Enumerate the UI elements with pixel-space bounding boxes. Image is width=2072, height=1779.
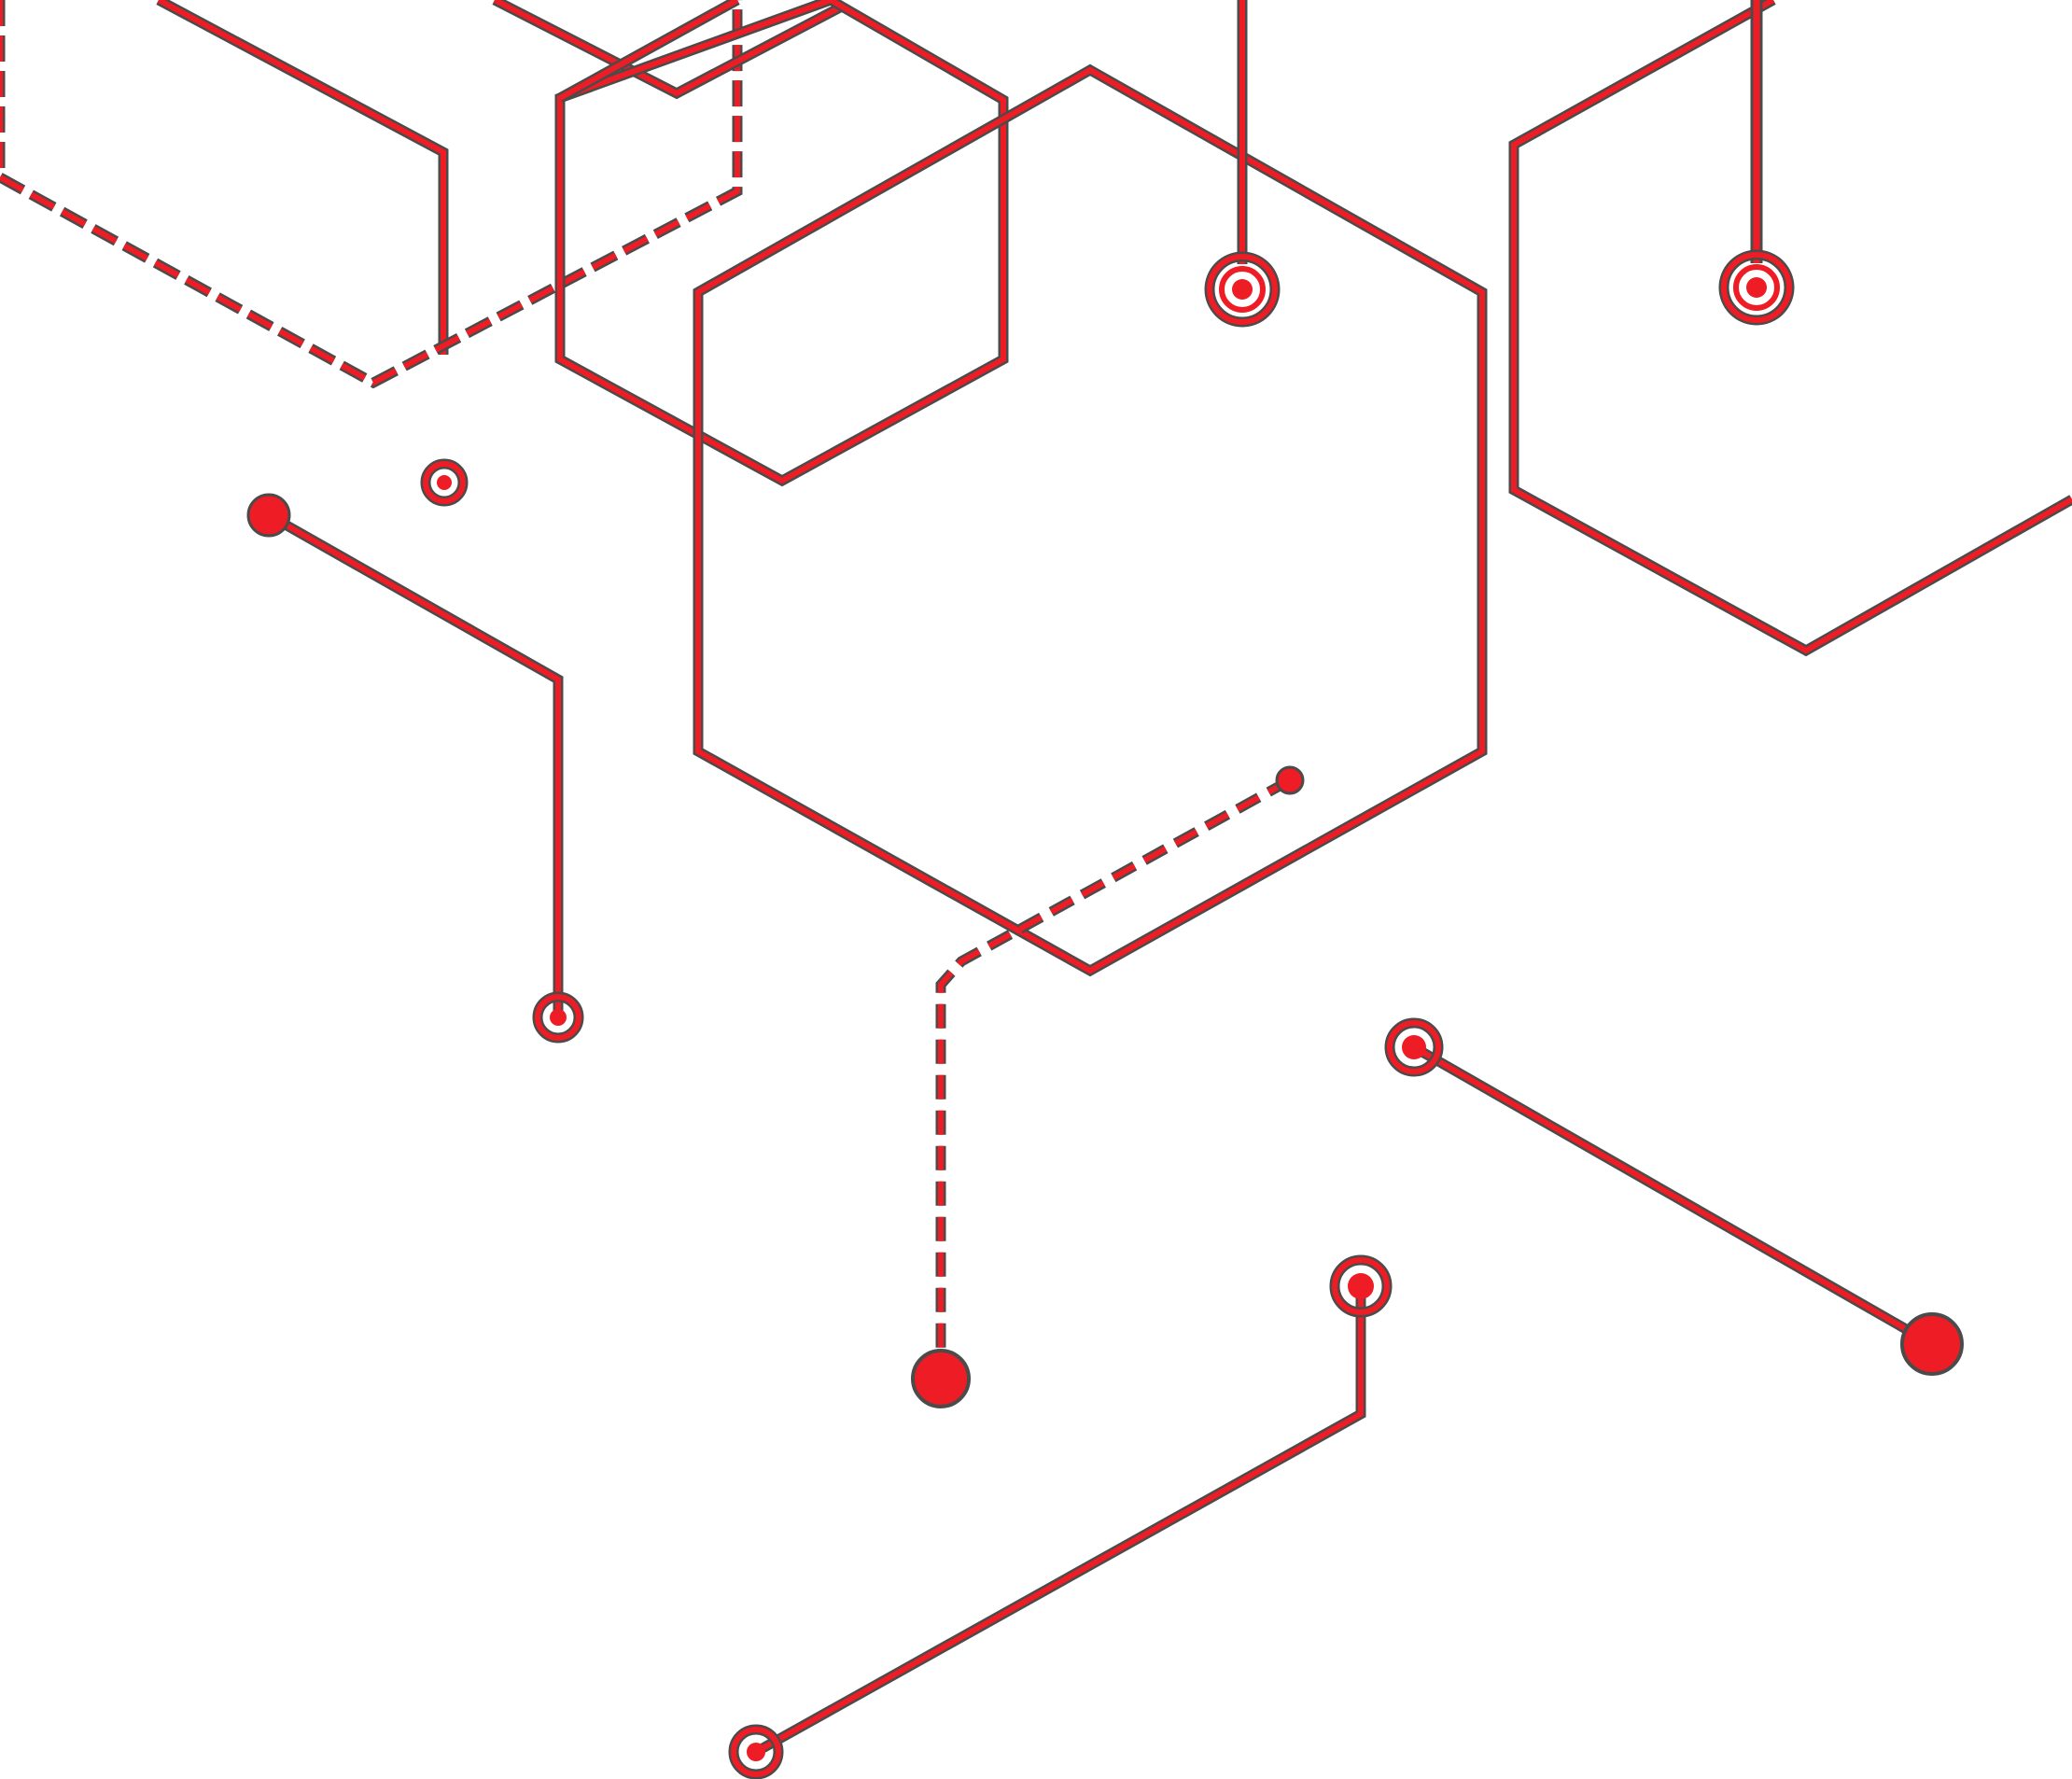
solid-node (246, 493, 291, 538)
hexagon-small-top (492, 0, 843, 100)
node-dot (550, 1009, 567, 1026)
trace-left-bent (246, 493, 584, 1044)
trace-bottom-bent (728, 1254, 1393, 1779)
trace-top-left-vertical (420, 458, 469, 507)
node-dot (437, 475, 452, 490)
hexagon-large-center (693, 63, 1488, 977)
solid-node (1275, 765, 1305, 795)
trace-top-right-vertical (1718, 0, 1795, 326)
node-dot (1746, 277, 1767, 298)
node-dot (1232, 279, 1253, 300)
trace-right-diagonal (1384, 1017, 1964, 1376)
hexagon-small-overlap (554, 0, 1009, 487)
solid-node (911, 1349, 971, 1408)
node-dot (1402, 1035, 1426, 1059)
hexagon-top-left-dashed (0, 0, 743, 389)
hexagon-right-partial (1508, 0, 2072, 657)
trace-top-center-vertical (1204, 0, 1281, 328)
node-dot (1348, 1273, 1374, 1299)
solid-node (1900, 1312, 1964, 1376)
trace-center-dashed (911, 765, 1305, 1408)
node-dot (747, 1743, 765, 1761)
